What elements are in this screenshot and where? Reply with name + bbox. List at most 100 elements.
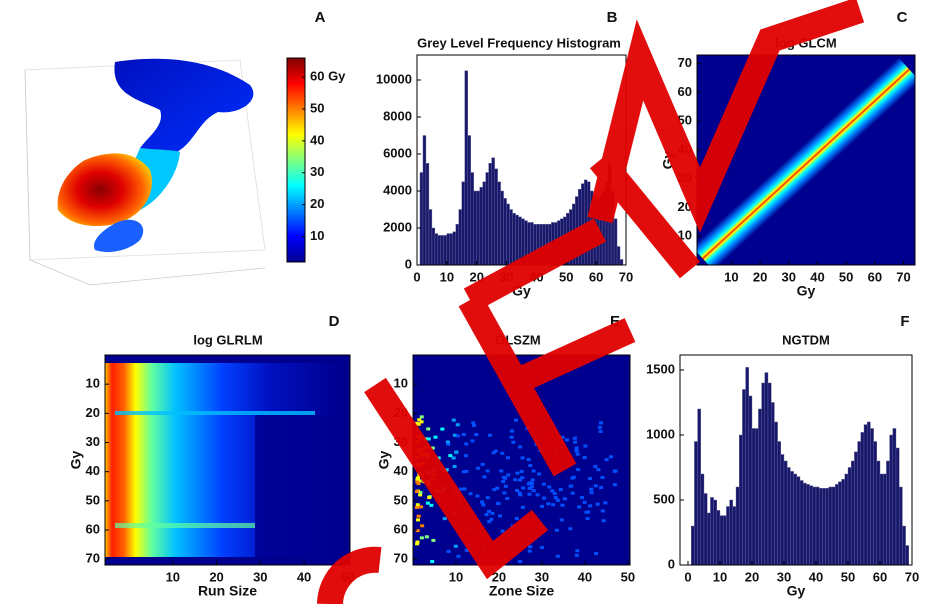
render-3d (24, 58, 266, 286)
glszm-cell (560, 436, 565, 440)
glszm-cell (480, 462, 485, 466)
glszm-cell (424, 535, 429, 539)
y-tick-label: 20 (310, 196, 324, 211)
glszm-cell (600, 476, 605, 480)
bar (883, 473, 887, 565)
panel-label: D (329, 313, 340, 330)
bar (905, 545, 909, 565)
glszm-cell (503, 484, 508, 488)
glszm-cell (419, 415, 424, 419)
y-tick-label: 30 (86, 434, 100, 449)
glszm-cell (570, 491, 575, 495)
colorbar (286, 57, 306, 263)
glszm-cell (553, 496, 558, 500)
bar (758, 408, 762, 565)
glszm-cell (495, 486, 500, 490)
glszm-cell (604, 458, 609, 462)
bar (506, 203, 510, 265)
bar (787, 467, 791, 565)
glszm-cell (539, 504, 544, 508)
y-axis-label: Gy (376, 450, 392, 469)
glszm-cell (415, 529, 420, 533)
glszm-cell (496, 502, 501, 506)
glszm-cell (442, 517, 447, 521)
glszm-cell (593, 465, 598, 469)
glszm-cell (529, 485, 534, 489)
x-tick-label: 50 (621, 569, 635, 584)
glszm-cell (511, 440, 516, 444)
x-tick-label: 10 (440, 269, 454, 284)
glszm-cell (433, 435, 438, 439)
y-tick-label: 20 (86, 405, 100, 420)
glszm-cell (513, 478, 518, 482)
bar (716, 510, 721, 565)
glszm-cell (440, 427, 445, 431)
y-tick-label: 10 (394, 376, 408, 391)
glszm-cell (436, 456, 441, 460)
glszm-cell (520, 456, 525, 460)
bar (892, 428, 897, 565)
bar (825, 488, 829, 565)
y-tick-label: 10 (86, 376, 100, 391)
bar (812, 486, 817, 565)
bar (799, 480, 804, 565)
x-axis-label: Zone Size (489, 583, 555, 599)
bar (847, 467, 852, 565)
watermark-stroke (317, 546, 382, 605)
bar (512, 212, 516, 265)
glszm-cell (426, 427, 431, 431)
glszm-cell (599, 486, 604, 490)
glszm-cell (546, 502, 551, 506)
glszm-cell (540, 545, 545, 549)
glszm-cell (417, 418, 422, 422)
y-tick-label: 50 (394, 492, 408, 507)
glszm-cell (493, 449, 498, 453)
glszm-cell (452, 433, 457, 437)
bar (831, 486, 836, 565)
x-tick-label: 60 (873, 569, 887, 584)
bar (700, 473, 705, 565)
glszm-cell (597, 425, 602, 429)
glszm-cell (481, 503, 486, 507)
panel-label: A (315, 9, 326, 26)
glszm-cell (527, 492, 532, 496)
bar (841, 478, 845, 565)
bar (815, 486, 820, 565)
glszm-cell (568, 527, 573, 531)
glszm-cell (520, 505, 525, 509)
x-tick-label: 60 (589, 269, 603, 284)
y-tick-label: 70 (678, 55, 692, 70)
bar (822, 488, 826, 565)
x-tick-label: 70 (905, 569, 919, 584)
x-axis-label: Gy (797, 283, 816, 299)
plot-area (105, 355, 350, 565)
x-tick-label: 40 (809, 569, 823, 584)
glszm-cell (528, 545, 533, 549)
glszm-cell (583, 444, 588, 448)
y-tick-label: 40 (310, 132, 324, 147)
y-tick-label: 30 (310, 164, 324, 179)
bar (437, 235, 442, 265)
glszm-cell (554, 528, 559, 532)
glszm-cell (429, 503, 434, 507)
y-tick-label: 60 (394, 521, 408, 536)
bar (443, 235, 448, 265)
y-tick-label: 70 (86, 551, 100, 566)
bar (452, 231, 457, 265)
glszm-cell (446, 549, 451, 553)
bar (751, 428, 756, 565)
x-axis-label: Gy (787, 583, 806, 599)
glszm-cell (452, 464, 457, 468)
glszm-cell (505, 497, 510, 501)
glszm-cell (572, 436, 577, 440)
glszm-cell (485, 469, 490, 473)
bar (461, 181, 465, 265)
glszm-cell (587, 476, 592, 480)
x-tick-label: 10 (449, 569, 463, 584)
glszm-cell (520, 476, 525, 480)
glszm-cell (415, 542, 420, 546)
glszm-cell (537, 472, 542, 476)
